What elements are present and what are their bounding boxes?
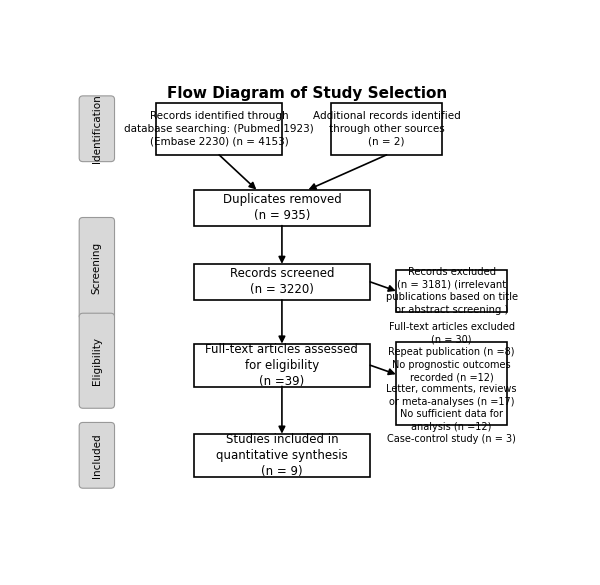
Text: Included: Included [92, 433, 102, 477]
Text: Full-text articles assessed
for eligibility
(n =39): Full-text articles assessed for eligibil… [205, 343, 358, 388]
FancyBboxPatch shape [79, 218, 115, 319]
FancyBboxPatch shape [396, 270, 508, 312]
Text: Identification: Identification [92, 94, 102, 163]
Text: Eligibility: Eligibility [92, 337, 102, 385]
Text: Additional records identified
through other sources
(n = 2): Additional records identified through ot… [313, 111, 460, 146]
Text: Studies included in
quantitative synthesis
(n = 9): Studies included in quantitative synthes… [216, 433, 348, 478]
FancyBboxPatch shape [79, 96, 115, 161]
FancyBboxPatch shape [194, 344, 370, 387]
FancyBboxPatch shape [194, 434, 370, 477]
Text: Records screened
(n = 3220): Records screened (n = 3220) [230, 267, 334, 297]
FancyBboxPatch shape [194, 264, 370, 300]
Text: Records identified through
database searching: (Pubmed 1923)
(Embase 2230) (n = : Records identified through database sear… [124, 111, 314, 146]
Text: Screening: Screening [92, 242, 102, 294]
FancyBboxPatch shape [396, 342, 508, 425]
Text: Flow Diagram of Study Selection: Flow Diagram of Study Selection [167, 86, 448, 101]
FancyBboxPatch shape [79, 313, 115, 408]
Text: Records excluded
(n = 3181) (irrelevant
publications based on title
or abstract : Records excluded (n = 3181) (irrelevant … [386, 267, 518, 315]
FancyBboxPatch shape [157, 103, 282, 154]
FancyBboxPatch shape [79, 422, 115, 488]
Text: Full-text articles excluded
(n = 30)
Repeat publication (n =8)
No prognostic out: Full-text articles excluded (n = 30) Rep… [386, 322, 517, 444]
FancyBboxPatch shape [331, 103, 442, 154]
Text: Duplicates removed
(n = 935): Duplicates removed (n = 935) [223, 193, 341, 222]
FancyBboxPatch shape [194, 190, 370, 226]
